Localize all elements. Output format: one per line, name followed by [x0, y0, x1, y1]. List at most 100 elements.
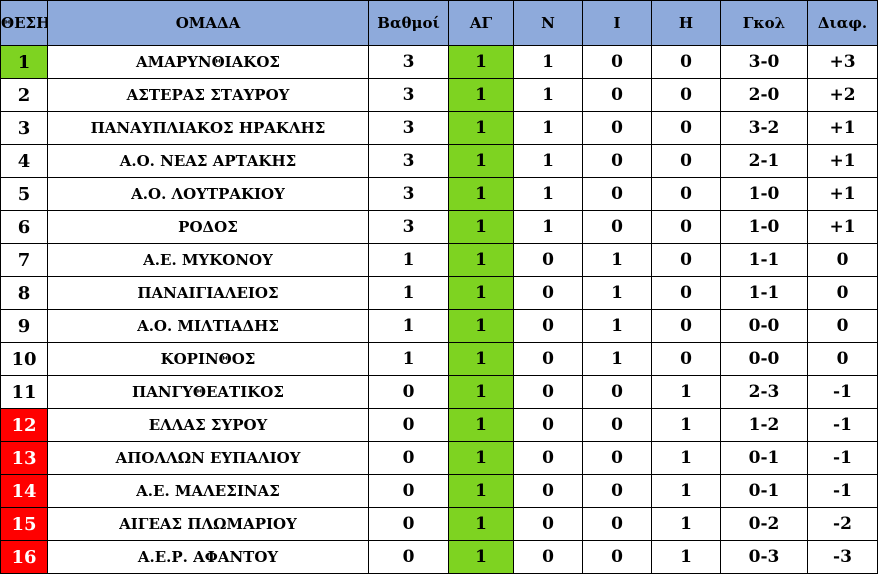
position-cell: 5 [0, 177, 48, 211]
team-name-cell: ΕΛΛΑΣ ΣΥΡΟΥ [47, 408, 369, 442]
points-cell: 3 [368, 111, 449, 145]
table-body: 1 ΑΜΑΡΥΝΘΙΑΚΟΣ 3 1 1 0 0 3-0 +3 2 ΑΣΤΕΡΑΣ ΣΤΑΥΡΟΥ 3… [0, 45, 878, 574]
played-cell: 1 [448, 177, 514, 211]
losses-cell: 1 [651, 408, 721, 442]
team-name-cell: Α.Ε.Ρ. ΑΦΑΝΤΟΥ [47, 540, 369, 574]
wins-cell: 0 [513, 276, 583, 310]
losses-cell: 1 [651, 375, 721, 409]
position-cell: 4 [0, 144, 48, 178]
wins-cell: 0 [513, 474, 583, 508]
losses-cell: 0 [651, 45, 721, 79]
goal-difference-cell: 0 [807, 243, 878, 277]
goals-cell: 0-1 [720, 441, 808, 475]
table-row: 2 ΑΣΤΕΡΑΣ ΣΤΑΥΡΟΥ 3 1 1 0 0 2-0 +2 [0, 78, 878, 112]
team-name-cell: ΑΜΑΡΥΝΘΙΑΚΟΣ [47, 45, 369, 79]
goal-difference-cell: -1 [807, 441, 878, 475]
wins-cell: 1 [513, 144, 583, 178]
header-wins: Ν [513, 0, 583, 46]
wins-cell: 1 [513, 78, 583, 112]
table-row: 3 ΠΑΝΑΥΠΛΙΑΚΟΣ ΗΡΑΚΛΗΣ 3 1 1 0 0 3-2 +1 [0, 111, 878, 145]
played-cell: 1 [448, 507, 514, 541]
draws-cell: 0 [582, 111, 652, 145]
losses-cell: 0 [651, 210, 721, 244]
header-played: ΑΓ [448, 0, 514, 46]
position-cell: 14 [0, 474, 48, 508]
goals-cell: 0-0 [720, 342, 808, 376]
played-cell: 1 [448, 78, 514, 112]
points-cell: 3 [368, 144, 449, 178]
table-row: 11 ΠΑΝΓΥΘΕΑΤΙΚΟΣ 0 1 0 0 1 2-3 -1 [0, 375, 878, 409]
wins-cell: 0 [513, 408, 583, 442]
losses-cell: 0 [651, 276, 721, 310]
position-cell: 15 [0, 507, 48, 541]
position-cell: 7 [0, 243, 48, 277]
goal-difference-cell: -1 [807, 408, 878, 442]
table-row: 16 Α.Ε.Ρ. ΑΦΑΝΤΟΥ 0 1 0 0 1 0-3 -3 [0, 540, 878, 574]
team-name-cell: Α.Ε. ΜΑΛΕΣΙΝΑΣ [47, 474, 369, 508]
points-cell: 0 [368, 408, 449, 442]
points-cell: 1 [368, 243, 449, 277]
table-row: 12 ΕΛΛΑΣ ΣΥΡΟΥ 0 1 0 0 1 1-2 -1 [0, 408, 878, 442]
played-cell: 1 [448, 144, 514, 178]
header-team: ΟΜΑΔΑ [47, 0, 369, 46]
wins-cell: 0 [513, 507, 583, 541]
draws-cell: 1 [582, 276, 652, 310]
table-row: 7 Α.Ε. ΜΥΚΟΝΟΥ 1 1 0 1 0 1-1 0 [0, 243, 878, 277]
goal-difference-cell: +1 [807, 144, 878, 178]
team-name-cell: ΡΟΔΟΣ [47, 210, 369, 244]
goals-cell: 2-3 [720, 375, 808, 409]
wins-cell: 0 [513, 309, 583, 343]
team-name-cell: ΠΑΝΓΥΘΕΑΤΙΚΟΣ [47, 375, 369, 409]
played-cell: 1 [448, 441, 514, 475]
goal-difference-cell: 0 [807, 342, 878, 376]
goal-difference-cell: -2 [807, 507, 878, 541]
goal-difference-cell: +1 [807, 210, 878, 244]
losses-cell: 1 [651, 474, 721, 508]
wins-cell: 1 [513, 45, 583, 79]
points-cell: 1 [368, 342, 449, 376]
goals-cell: 0-0 [720, 309, 808, 343]
goals-cell: 1-0 [720, 210, 808, 244]
draws-cell: 0 [582, 45, 652, 79]
played-cell: 1 [448, 45, 514, 79]
points-cell: 0 [368, 441, 449, 475]
goal-difference-cell: -1 [807, 375, 878, 409]
goals-cell: 2-1 [720, 144, 808, 178]
losses-cell: 0 [651, 144, 721, 178]
goal-difference-cell: -3 [807, 540, 878, 574]
goal-difference-cell: -1 [807, 474, 878, 508]
position-cell: 10 [0, 342, 48, 376]
wins-cell: 0 [513, 243, 583, 277]
played-cell: 1 [448, 540, 514, 574]
played-cell: 1 [448, 276, 514, 310]
points-cell: 0 [368, 507, 449, 541]
position-cell: 16 [0, 540, 48, 574]
wins-cell: 0 [513, 540, 583, 574]
draws-cell: 0 [582, 408, 652, 442]
team-name-cell: Α.Ο. ΜΙΛΤΙΑΔΗΣ [47, 309, 369, 343]
table-row: 14 Α.Ε. ΜΑΛΕΣΙΝΑΣ 0 1 0 0 1 0-1 -1 [0, 474, 878, 508]
team-name-cell: Α.Ο. ΝΕΑΣ ΑΡΤΑΚΗΣ [47, 144, 369, 178]
position-cell: 3 [0, 111, 48, 145]
points-cell: 3 [368, 78, 449, 112]
wins-cell: 1 [513, 111, 583, 145]
draws-cell: 0 [582, 210, 652, 244]
draws-cell: 0 [582, 441, 652, 475]
wins-cell: 0 [513, 375, 583, 409]
table-row: 1 ΑΜΑΡΥΝΘΙΑΚΟΣ 3 1 1 0 0 3-0 +3 [0, 45, 878, 79]
played-cell: 1 [448, 243, 514, 277]
played-cell: 1 [448, 309, 514, 343]
played-cell: 1 [448, 474, 514, 508]
draws-cell: 0 [582, 507, 652, 541]
position-cell: 6 [0, 210, 48, 244]
draws-cell: 1 [582, 309, 652, 343]
goals-cell: 0-1 [720, 474, 808, 508]
played-cell: 1 [448, 375, 514, 409]
position-cell: 12 [0, 408, 48, 442]
draws-cell: 0 [582, 375, 652, 409]
losses-cell: 0 [651, 342, 721, 376]
position-cell: 13 [0, 441, 48, 475]
table-row: 13 ΑΠΟΛΛΩΝ ΕΥΠΑΛΙΟΥ 0 1 0 0 1 0-1 -1 [0, 441, 878, 475]
team-name-cell: ΑΣΤΕΡΑΣ ΣΤΑΥΡΟΥ [47, 78, 369, 112]
